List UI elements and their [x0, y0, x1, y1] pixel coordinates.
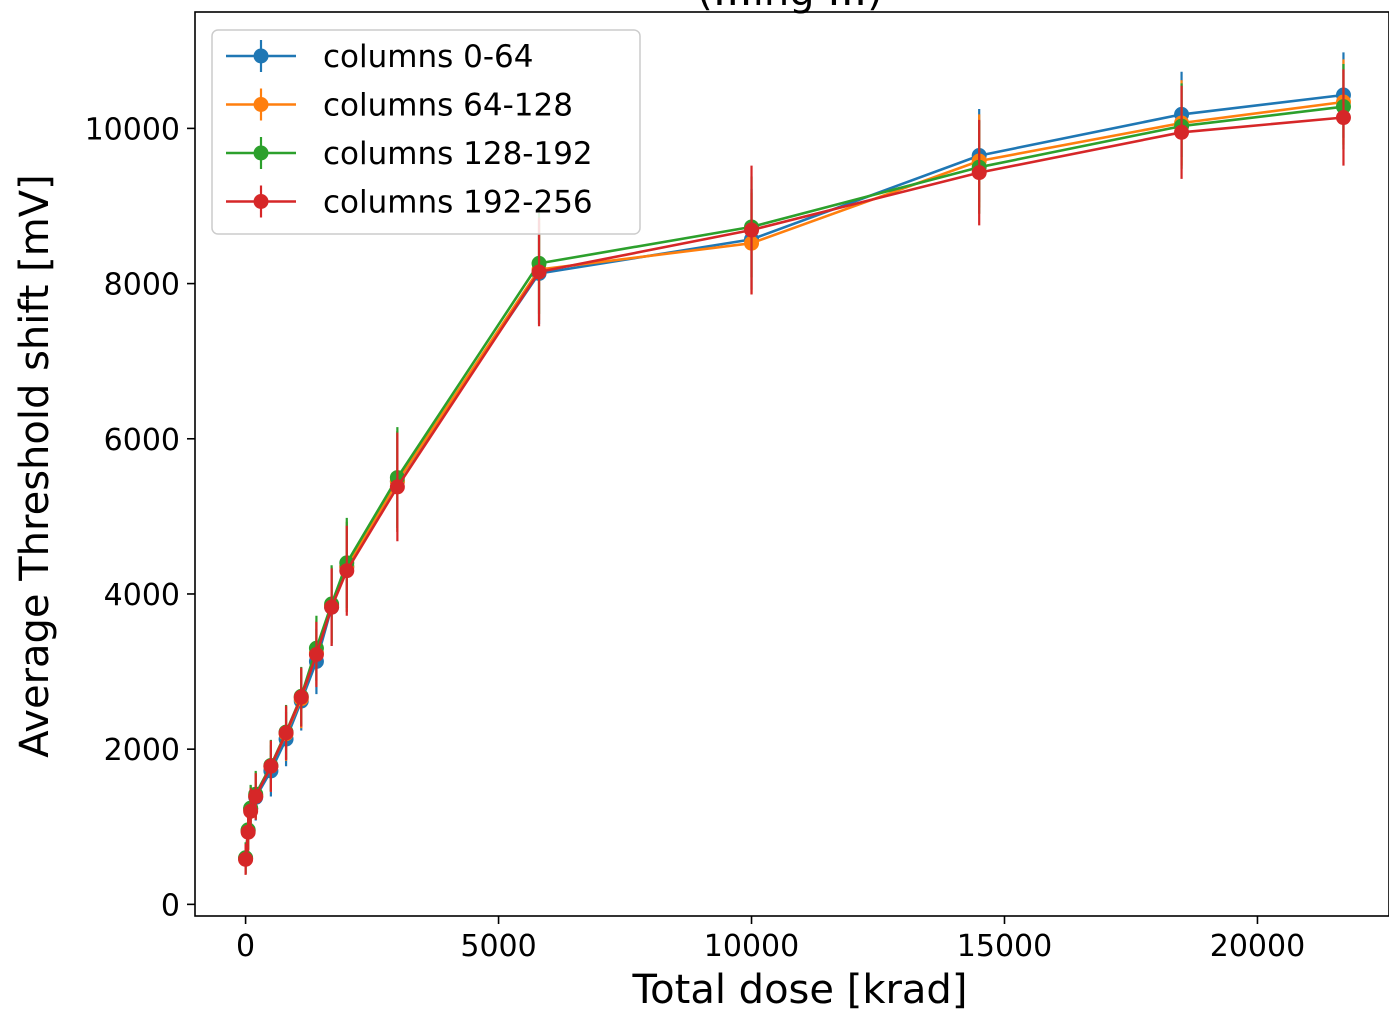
data-point [1335, 110, 1351, 126]
x-tick-label: 10000 [704, 929, 799, 964]
data-point [389, 479, 405, 495]
y-axis-label: Average Threshold shift [mV] [12, 174, 58, 757]
data-point [1174, 124, 1190, 140]
y-tick-label: 4000 [104, 578, 180, 613]
legend-label: columns 64-128 [323, 88, 573, 124]
legend-label: columns 128-192 [323, 136, 593, 172]
x-axis-label: Total dose [krad] [632, 967, 968, 1010]
legend-box [211, 29, 641, 235]
x-tick-label: 15000 [957, 929, 1052, 964]
legend-marker-swatch [253, 48, 269, 64]
y-tick-label: 2000 [104, 733, 180, 768]
x-axis-ticks: 0 5000 10000 15000 20000 [236, 916, 1305, 964]
data-point [293, 689, 309, 705]
y-tick-label: 0 [161, 888, 180, 923]
y-tick-label: 6000 [104, 423, 180, 458]
data-point [744, 222, 760, 238]
data-point [339, 563, 355, 579]
data-point [531, 264, 547, 280]
data-point [308, 646, 324, 662]
x-tick-label: 5000 [460, 929, 536, 964]
data-point [243, 803, 259, 819]
plot-frame [194, 11, 1389, 917]
series-line [244, 116, 1344, 860]
series-layer [238, 52, 1351, 875]
series-group [238, 69, 1351, 875]
y-axis-ticks: 0 2000 4000 6000 8000 10000 [85, 112, 195, 923]
data-point [278, 725, 294, 741]
legend-marker-swatch [253, 145, 269, 161]
legend-label: columns 0-64 [323, 39, 533, 75]
data-point [263, 758, 279, 774]
data-point [238, 851, 254, 867]
x-tick-label: 0 [236, 929, 255, 964]
x-tick-label: 20000 [1210, 929, 1305, 964]
y-tick-label: 8000 [104, 268, 180, 303]
data-point [971, 165, 987, 181]
legend-label: columns 192-256 [323, 185, 593, 221]
legend: columns 0-64 columns 64-128 columns 128-19… [211, 29, 641, 235]
data-point [240, 824, 256, 840]
y-tick-label: 10000 [85, 112, 180, 147]
data-point [248, 789, 264, 805]
data-point [324, 599, 340, 615]
legend-marker-swatch [253, 97, 269, 112]
legend-marker-swatch [253, 194, 269, 209]
